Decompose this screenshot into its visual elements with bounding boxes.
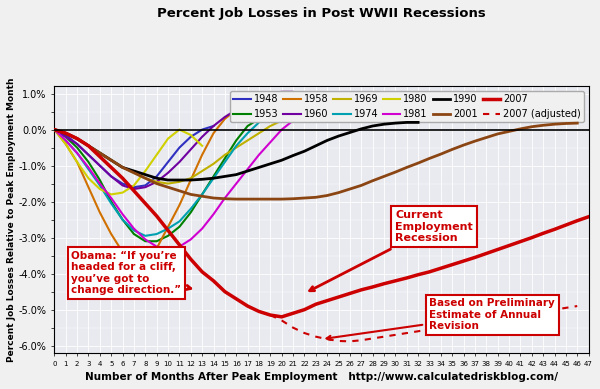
Title: Percent Job Losses in Post WWII Recessions: Percent Job Losses in Post WWII Recessio… [157,7,486,20]
X-axis label: Number of Months After Peak Employment   http://www.calculatedriskblog.com/: Number of Months After Peak Employment h… [85,372,558,382]
Text: Obama: “If you’re
headed for a cliff,
you’ve got to
change direction.”: Obama: “If you’re headed for a cliff, yo… [71,251,191,295]
Legend: 1948, 1953, 1958, 1960, 1969, 1974, 1980, 1981, 1990, 2001, 2007, 2007 (adjusted: 1948, 1953, 1958, 1960, 1969, 1974, 1980… [230,91,584,122]
Text: Based on Preliminary
Estimate of Annual
Revision: Based on Preliminary Estimate of Annual … [326,298,555,340]
Text: Current
Employment
Recession: Current Employment Recession [310,210,473,291]
Y-axis label: Percent Job Losses Relative to Peak Employment Month: Percent Job Losses Relative to Peak Empl… [7,77,16,362]
